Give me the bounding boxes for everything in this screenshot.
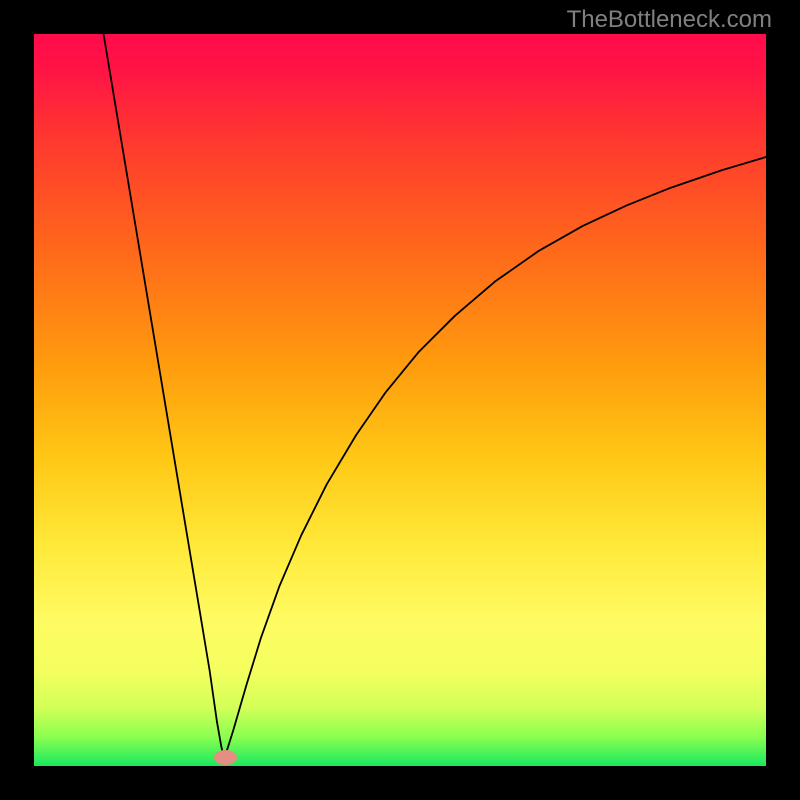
- minimum-marker: [214, 750, 237, 765]
- plot-area: [34, 34, 766, 766]
- watermark-text: TheBottleneck.com: [567, 6, 772, 34]
- chart-container: TheBottleneck.com: [0, 0, 800, 800]
- bottleneck-curve: [34, 34, 766, 766]
